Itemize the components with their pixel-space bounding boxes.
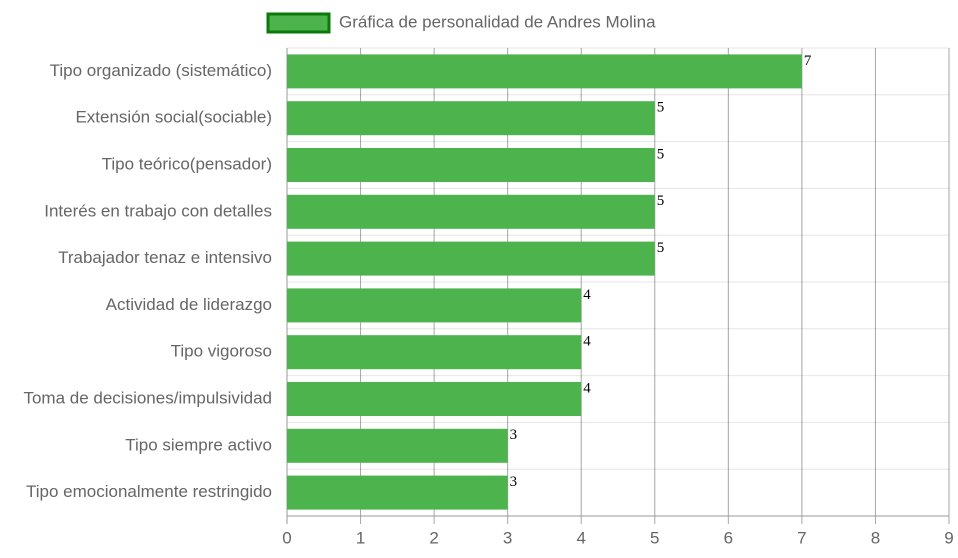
legend-swatch <box>266 12 331 34</box>
value-label: 3 <box>510 474 517 490</box>
y-tick-label: Tipo siempre activo <box>125 435 272 454</box>
y-tick-label: Actividad de liderazgo <box>106 295 272 314</box>
y-tick-label: Tipo teórico(pensador) <box>102 154 272 173</box>
x-tick-label: 6 <box>724 528 733 547</box>
value-label: 5 <box>657 146 665 162</box>
y-tick-label: Tipo vigoroso <box>171 342 272 361</box>
bar <box>287 335 582 370</box>
value-label: 3 <box>510 427 517 443</box>
x-tick-label: 2 <box>429 528 438 547</box>
value-label: 5 <box>657 193 665 209</box>
x-tick-label: 3 <box>503 528 512 547</box>
y-tick-label: Extensión social(sociable) <box>75 108 272 127</box>
x-tick-label: 4 <box>576 528 585 547</box>
x-tick-label: 1 <box>356 528 365 547</box>
bar <box>287 54 802 89</box>
value-label: 7 <box>804 53 812 69</box>
y-tick-label: Toma de decisiones/impulsividad <box>23 388 272 407</box>
value-label: 4 <box>583 287 591 303</box>
bar <box>287 148 655 182</box>
value-label: 4 <box>583 380 591 396</box>
value-label: 5 <box>657 240 665 256</box>
legend-label: Gráfica de personalidad de Andres Molina <box>339 12 656 31</box>
x-tick-label: 5 <box>650 528 659 547</box>
x-tick-label: 8 <box>871 528 880 547</box>
bar <box>287 288 582 323</box>
y-tick-label: Interés en trabajo con detalles <box>44 201 272 220</box>
y-tick-label: Trabajador tenaz e intensivo <box>58 248 272 267</box>
x-tick-label: 9 <box>944 528 953 547</box>
value-label: 4 <box>583 334 591 350</box>
bar <box>287 101 655 136</box>
bar <box>287 382 582 416</box>
y-tick-label: Tipo emocionalmente restringido <box>26 482 272 501</box>
value-label: 5 <box>657 100 665 116</box>
bar <box>287 475 508 510</box>
bar <box>287 241 655 276</box>
x-tick-label: 0 <box>282 528 291 547</box>
bar <box>287 194 655 229</box>
x-tick-label: 7 <box>797 528 806 547</box>
y-tick-label: Tipo organizado (sistemático) <box>50 61 272 80</box>
bar <box>287 428 508 463</box>
